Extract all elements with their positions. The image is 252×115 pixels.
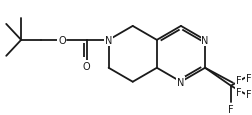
Text: F: F xyxy=(246,73,251,83)
Text: F: F xyxy=(236,81,242,91)
Text: O: O xyxy=(83,61,90,71)
Text: O: O xyxy=(58,36,66,45)
Text: F: F xyxy=(228,104,234,114)
Text: N: N xyxy=(105,36,112,45)
Text: F: F xyxy=(236,75,242,85)
Text: F: F xyxy=(246,89,251,99)
Text: N: N xyxy=(177,77,185,87)
Text: N: N xyxy=(201,36,209,45)
Text: F: F xyxy=(236,87,242,97)
